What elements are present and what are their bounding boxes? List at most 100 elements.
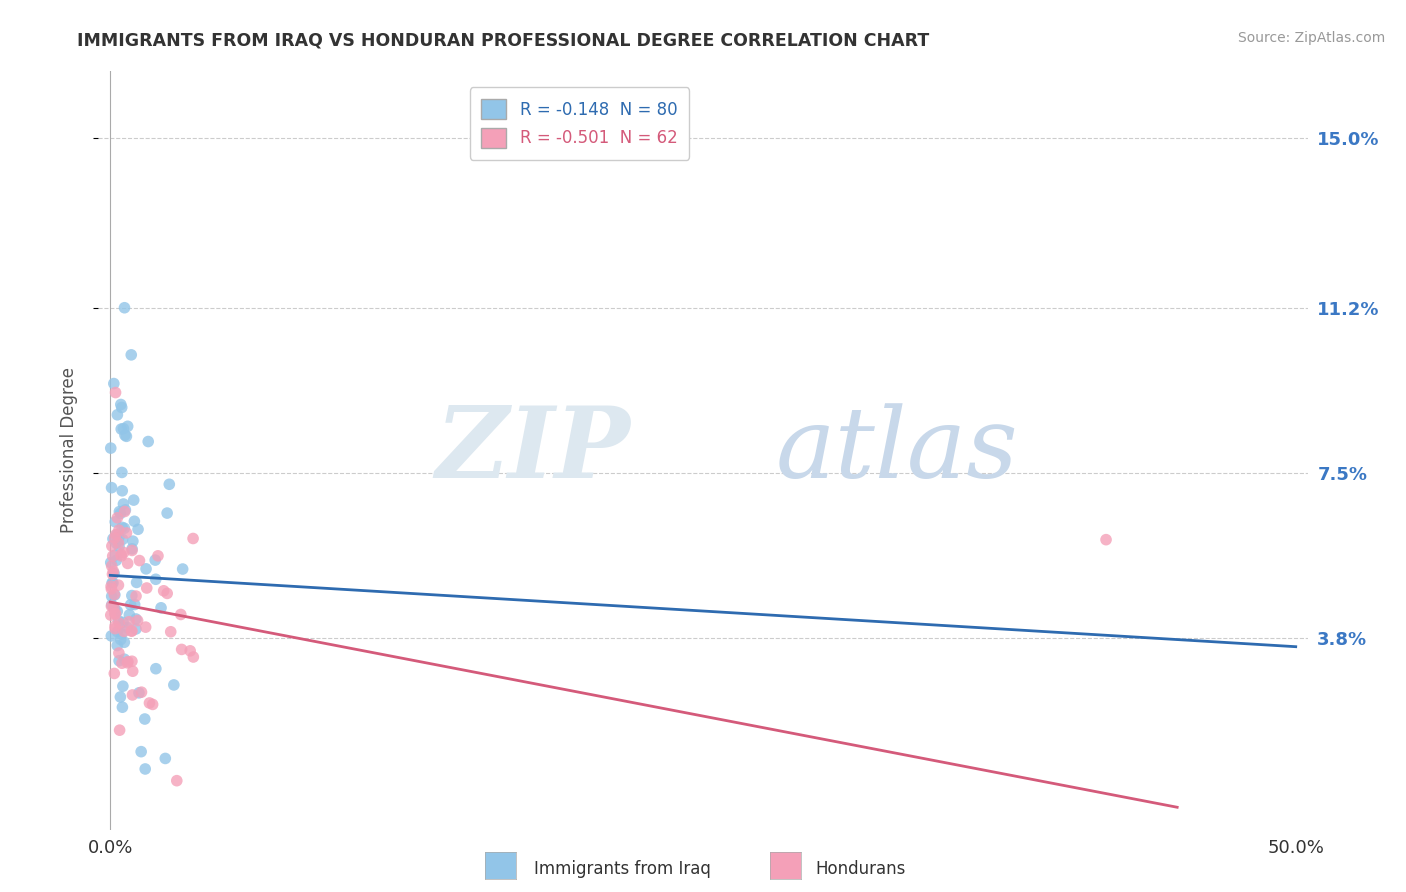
Point <box>150 600 173 615</box>
Point <box>110 507 132 521</box>
Point <box>124 598 146 612</box>
Point <box>121 541 143 556</box>
Point <box>115 429 138 443</box>
Point <box>114 503 136 517</box>
Point <box>135 562 157 576</box>
Point <box>107 536 129 550</box>
Point <box>114 301 136 315</box>
Point <box>100 589 122 603</box>
Point <box>138 696 160 710</box>
Point <box>125 575 148 590</box>
Point <box>101 575 124 590</box>
Point <box>127 614 149 628</box>
Point <box>135 581 157 595</box>
Point <box>110 548 132 562</box>
Point <box>104 515 127 529</box>
Point <box>100 559 122 574</box>
Point <box>104 531 127 545</box>
Point <box>105 528 128 542</box>
Point <box>172 562 194 576</box>
Point <box>110 690 132 704</box>
Point <box>142 698 165 712</box>
Point <box>103 587 125 601</box>
Point <box>107 578 129 592</box>
Point <box>155 751 177 765</box>
Point <box>103 666 125 681</box>
Point <box>105 511 128 525</box>
Point <box>104 622 127 636</box>
Point <box>100 481 122 495</box>
Point <box>101 532 124 546</box>
Point <box>121 664 143 678</box>
Point <box>136 434 159 449</box>
Point <box>104 602 127 616</box>
Point <box>120 348 142 362</box>
Point <box>101 549 124 563</box>
Point <box>117 656 139 670</box>
Point <box>105 536 128 550</box>
Point <box>111 627 134 641</box>
Point <box>125 589 148 603</box>
Point <box>101 567 124 582</box>
Point <box>105 553 128 567</box>
Point <box>127 522 149 536</box>
Point <box>111 533 134 547</box>
Point <box>103 376 125 391</box>
Point <box>117 655 139 669</box>
Point <box>117 557 139 571</box>
Point <box>100 629 122 643</box>
Point <box>100 599 122 614</box>
Point <box>112 652 135 666</box>
Point <box>156 506 179 520</box>
Point <box>104 619 127 633</box>
Point <box>105 639 128 653</box>
Point <box>181 532 204 546</box>
Point <box>112 422 135 436</box>
Point <box>121 589 143 603</box>
Point <box>112 497 135 511</box>
Point <box>112 635 135 649</box>
Point <box>108 616 131 631</box>
Point <box>134 712 156 726</box>
Point <box>135 620 157 634</box>
Text: Immigrants from Iraq: Immigrants from Iraq <box>534 860 711 878</box>
Text: atlas: atlas <box>776 403 1018 498</box>
Text: ZIP: ZIP <box>436 402 630 499</box>
Point <box>121 688 143 702</box>
Point <box>104 588 127 602</box>
Point <box>111 657 134 671</box>
Point <box>101 576 124 591</box>
Point <box>100 441 122 455</box>
Point <box>107 624 129 639</box>
Point <box>1095 533 1118 547</box>
Point <box>104 385 127 400</box>
Point <box>117 620 139 634</box>
Point <box>105 604 128 618</box>
Point <box>100 556 122 570</box>
Point <box>118 615 141 629</box>
Point <box>112 521 135 535</box>
Point <box>112 615 135 630</box>
Point <box>115 525 138 540</box>
Point <box>125 612 148 626</box>
Point <box>108 654 131 668</box>
Point <box>110 397 132 411</box>
Point <box>110 549 132 563</box>
Point <box>120 598 142 612</box>
Point <box>101 598 124 612</box>
Point <box>104 607 127 621</box>
Point <box>145 572 167 586</box>
Point <box>111 679 134 693</box>
Point <box>146 549 169 563</box>
Point <box>159 624 181 639</box>
Point <box>122 493 145 508</box>
Point <box>100 582 122 596</box>
Point <box>108 540 131 554</box>
Point <box>107 614 129 628</box>
Point <box>111 483 134 498</box>
Point <box>121 624 143 638</box>
Point <box>111 401 134 415</box>
Point <box>104 607 127 621</box>
Point <box>104 548 127 562</box>
Point <box>112 545 135 559</box>
